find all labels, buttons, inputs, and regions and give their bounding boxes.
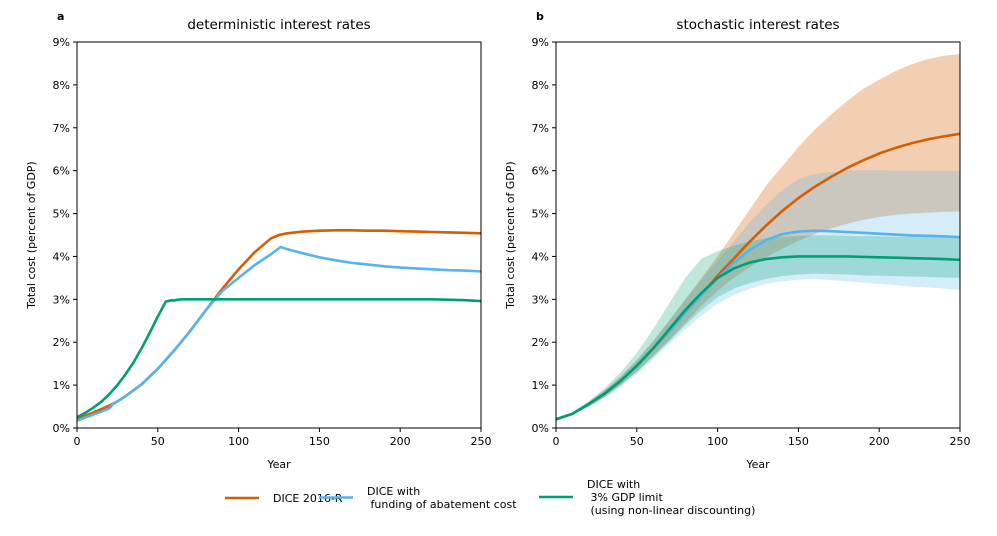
- x-tick-label: 200: [869, 435, 890, 448]
- legend-label: funding of abatement cost: [367, 498, 517, 511]
- y-tick-label: 4%: [53, 250, 70, 263]
- y-tick-label: 6%: [53, 165, 70, 178]
- y-tick-label: 0%: [53, 422, 70, 435]
- x-tick-label: 0: [74, 435, 81, 448]
- y-tick-label: 7%: [53, 122, 70, 135]
- x-axis-label: Year: [745, 458, 770, 471]
- y-axis-label: Total cost (percent of GDP): [25, 161, 38, 309]
- series-line-0: [77, 228, 481, 421]
- x-tick-label: 0: [553, 435, 560, 448]
- y-tick-label: 5%: [53, 208, 70, 221]
- legend-item-0: DICE 2016-R: [225, 492, 343, 505]
- axes-frame: [555, 41, 961, 429]
- x-tick-label: 200: [390, 435, 411, 448]
- x-tick-label: 50: [630, 435, 644, 448]
- y-tick-label: 8%: [532, 79, 549, 92]
- y-tick-label: 5%: [532, 208, 549, 221]
- panel-label: b: [536, 10, 544, 23]
- series-line-2: [77, 298, 481, 419]
- legend-label: (using non-linear discounting): [587, 504, 755, 517]
- chart-title: stochastic interest rates: [676, 17, 839, 33]
- y-tick-label: 9%: [532, 36, 549, 49]
- y-tick-label: 4%: [532, 250, 549, 263]
- x-tick-label: 150: [788, 435, 809, 448]
- y-tick-label: 9%: [53, 36, 70, 49]
- series-line-1: [77, 245, 481, 423]
- y-axis-label: Total cost (percent of GDP): [504, 161, 517, 309]
- chart-panel-a: 0 50 100 150 200 250 0% 1% 2% 3% 4% 5% 6% 7% 8% 9% Year T…: [25, 10, 492, 471]
- y-tick-label: 0%: [532, 422, 549, 435]
- series-line-2: [556, 255, 960, 421]
- legend-label: DICE with: [587, 478, 640, 491]
- x-axis-label: Year: [266, 458, 291, 471]
- confidence-band-2: [556, 235, 960, 420]
- x-tick-label: 50: [151, 435, 165, 448]
- x-tick-label: 250: [471, 435, 492, 448]
- legend-label: 3% GDP limit: [587, 491, 663, 504]
- chart-title: deterministic interest rates: [187, 17, 370, 33]
- y-tick-label: 1%: [53, 379, 70, 392]
- y-tick-label: 1%: [532, 379, 549, 392]
- x-tick-label: 250: [950, 435, 971, 448]
- axes-frame: [76, 41, 482, 429]
- x-tick-label: 100: [707, 435, 728, 448]
- x-tick-label: 150: [309, 435, 330, 448]
- legend-label: DICE with: [367, 485, 420, 498]
- y-tick-label: 2%: [532, 336, 549, 349]
- y-tick-label: 2%: [53, 336, 70, 349]
- plot-area: [556, 54, 960, 421]
- legend-item-2: DICE with 3% GDP limit (using non-linear…: [539, 478, 755, 517]
- y-tick-label: 6%: [532, 165, 549, 178]
- confidence-band-0: [556, 54, 960, 420]
- chart-panel-b: 0 50 100 150 200 250 0% 1% 2% 3% 4% 5% 6% 7% 8% 9% Year T…: [504, 10, 971, 471]
- y-tick-label: 3%: [532, 293, 549, 306]
- plot-area: [77, 228, 481, 423]
- y-tick-label: 8%: [53, 79, 70, 92]
- y-tick-label: 7%: [532, 122, 549, 135]
- y-tick-label: 3%: [53, 293, 70, 306]
- legend-label: DICE 2016-R: [273, 492, 343, 505]
- panel-label: a: [57, 10, 64, 23]
- x-tick-label: 100: [228, 435, 249, 448]
- legend-item-1: DICE with funding of abatement cost: [319, 485, 517, 511]
